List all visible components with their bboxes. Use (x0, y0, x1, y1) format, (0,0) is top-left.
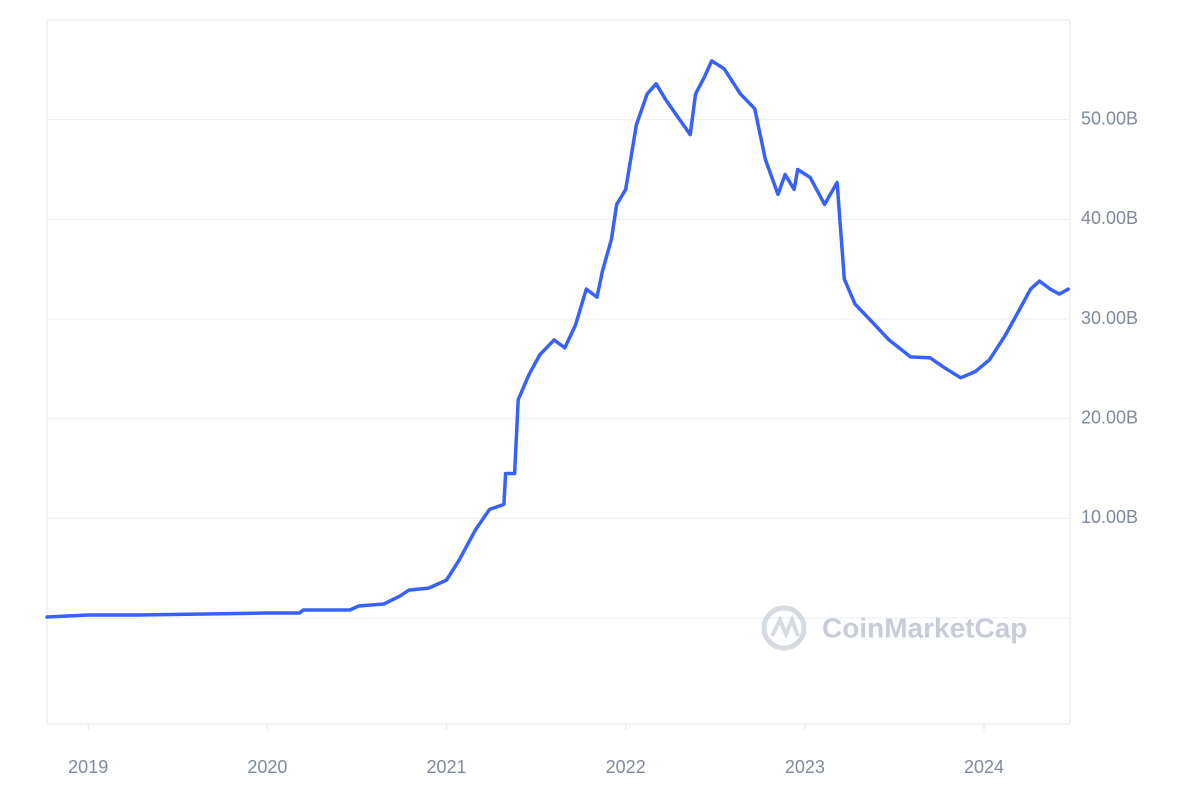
x-tick-label: 2020 (247, 757, 287, 777)
watermark: CoinMarketCap (822, 612, 1027, 643)
x-tick-label: 2024 (964, 757, 1004, 777)
x-tick-label: 2019 (68, 757, 108, 777)
y-tick-label: 40.00B (1081, 208, 1138, 228)
x-tick-label: 2021 (427, 757, 467, 777)
x-tick-label: 2022 (606, 757, 646, 777)
y-tick-label: 30.00B (1081, 308, 1138, 328)
x-tick-label: 2023 (785, 757, 825, 777)
price-line (45, 59, 1070, 619)
y-tick-label: 20.00B (1081, 407, 1138, 427)
y-tick-label: 50.00B (1081, 108, 1138, 128)
watermark-logo (761, 605, 807, 651)
y-tick-label: 10.00B (1081, 507, 1138, 527)
